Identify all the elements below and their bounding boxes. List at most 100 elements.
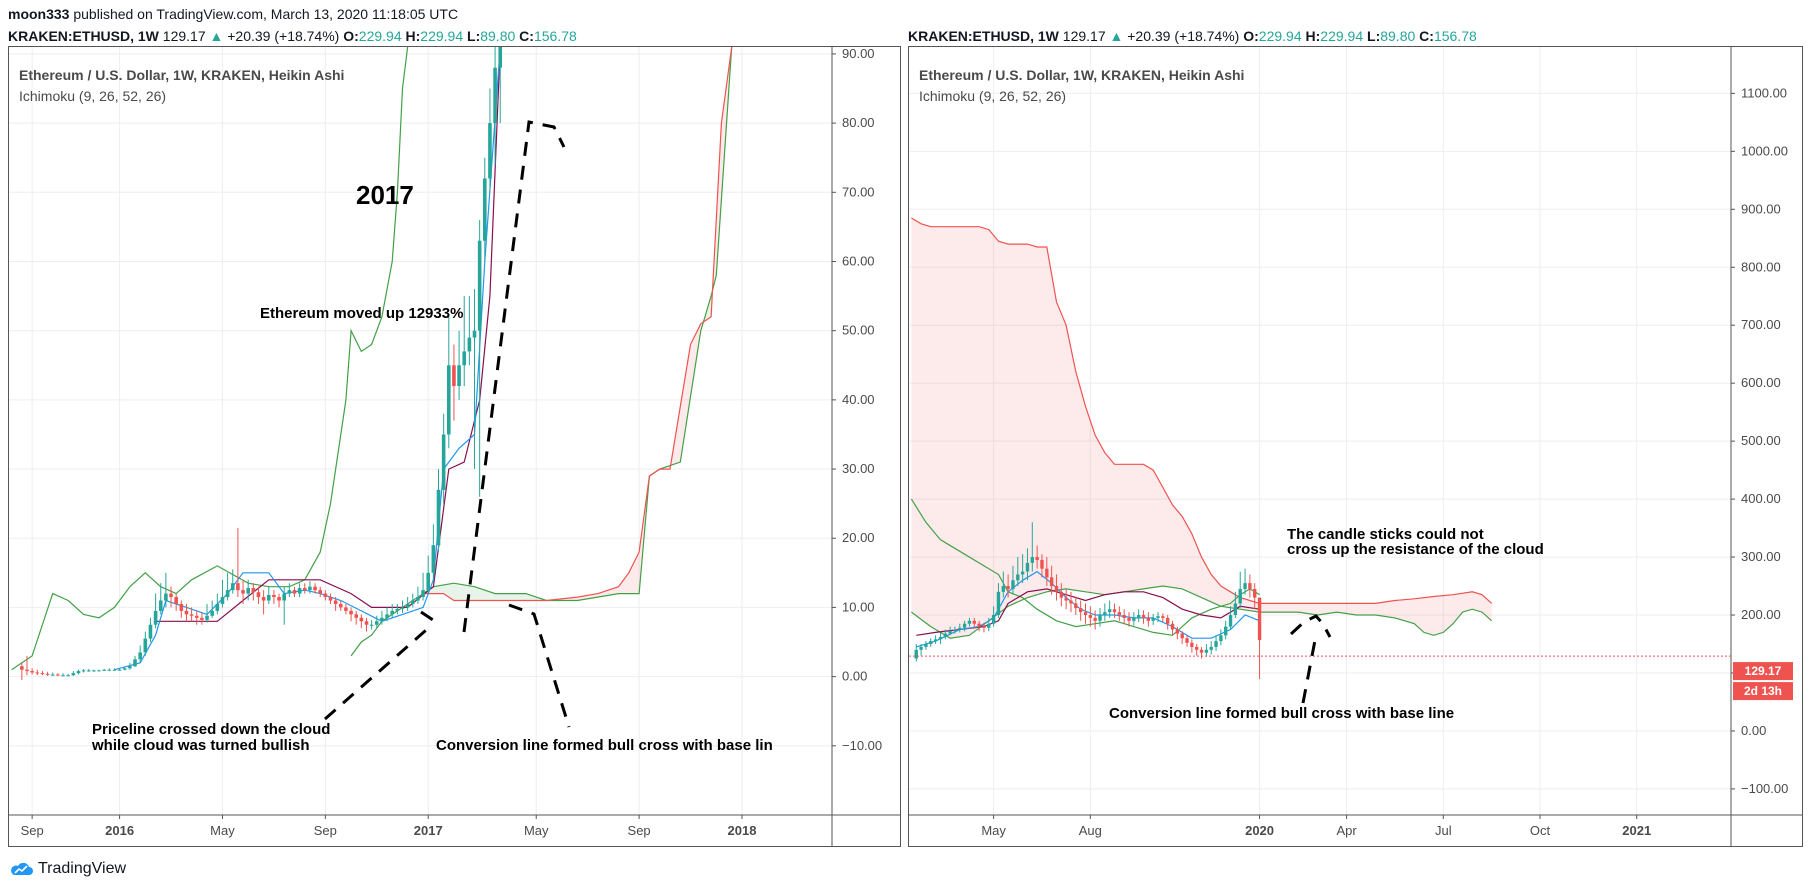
tradingview-cloud-icon <box>11 862 33 875</box>
candle-body <box>380 617 384 622</box>
ichimoku-cloud-segment <box>1336 603 1342 613</box>
candle-body <box>1195 646 1199 650</box>
candle-body <box>1064 597 1068 601</box>
leading-span-a-line <box>350 47 733 657</box>
candle-body <box>1165 617 1170 624</box>
chart-panel-left[interactable]: 90.00 80.00 70.00 60.00 50.00 40.00 30.00 20.00… <box>8 46 901 847</box>
candle-body <box>1006 586 1010 589</box>
ichimoku-cloud-segment <box>1153 470 1158 588</box>
ichimoku-cloud-segment <box>1211 574 1216 605</box>
candle-body <box>1219 635 1223 642</box>
candle-body <box>967 620 972 624</box>
ichimoku-cloud-segment <box>613 586 619 595</box>
candle-body <box>256 592 261 598</box>
candle-body <box>953 629 957 632</box>
ticker-line-left: KRAKEN:ETHUSD, 1W 129.17 ▲ +20.39 (+18.7… <box>8 28 577 44</box>
ichimoku-cloud-segment <box>1298 603 1304 613</box>
ichimoku-cloud-segment <box>974 226 980 632</box>
ichimoku-cloud-segment <box>1409 598 1415 624</box>
chart-panel-right[interactable]: 1100.00 1000.00 900.00 800.00 700.00 600.00 50… <box>908 46 1803 847</box>
candle-body <box>323 593 328 598</box>
annotation-arrow-priceline <box>324 622 434 721</box>
ichimoku-cloud-segment <box>1216 580 1221 607</box>
high-value: 229.94 <box>1320 28 1364 44</box>
candle-body <box>66 675 70 677</box>
ichimoku-cloud-segment <box>1477 593 1482 613</box>
candle-body <box>1243 583 1247 589</box>
ichimoku-cloud-segment <box>1264 603 1270 613</box>
price-tick-label: 1100.00 <box>1741 85 1787 100</box>
tradingview-brand[interactable]: TradingView <box>8 860 126 878</box>
ichimoku-cloud-segment <box>916 220 922 620</box>
ichimoku-cloud-segment <box>618 579 624 594</box>
time-tick-label: Sep <box>21 823 44 838</box>
ichimoku-cloud-segment <box>1114 464 1120 594</box>
candle-body <box>225 590 230 598</box>
ichimoku-cloud-segment <box>520 593 526 601</box>
candle-body <box>1209 646 1213 650</box>
ichimoku-cloud-segment <box>1158 478 1163 587</box>
ichimoku-cloud-segment <box>1129 464 1134 592</box>
ichimoku-cloud-segment <box>495 593 501 601</box>
candle-body <box>112 669 117 671</box>
ichimoku-cloud-segment <box>1003 242 1009 610</box>
ichimoku-cloud-segment <box>479 588 485 601</box>
time-tick-label: 2021 <box>1622 823 1651 838</box>
ichimoku-cloud-segment <box>1206 565 1212 602</box>
candle-body <box>236 583 240 591</box>
candle-body <box>133 659 137 667</box>
time-tick-label: 2020 <box>1245 823 1274 838</box>
lagging-span-line <box>11 47 409 671</box>
low-value: 89.80 <box>1380 28 1416 44</box>
annotation-bull-cross: Conversion line formed bull cross with b… <box>1109 705 1454 722</box>
candle-body <box>943 633 947 638</box>
ichimoku-cloud-segment <box>935 226 941 633</box>
candle-body <box>277 597 281 601</box>
ichimoku-cloud-segment <box>1467 591 1473 611</box>
ichimoku-cloud-segment <box>1453 594 1458 624</box>
ichimoku-cloud-segment <box>448 583 454 601</box>
candle-body <box>472 330 477 338</box>
candle-body <box>1180 633 1184 639</box>
ichimoku-cloud-segment <box>675 406 681 464</box>
ichimoku-cloud-segment <box>1380 602 1386 617</box>
candle-body <box>1074 603 1078 609</box>
candle-body <box>452 365 456 387</box>
up-arrow-icon: ▲ <box>1109 28 1124 44</box>
candle-body <box>421 590 425 598</box>
candle-body <box>1127 617 1131 621</box>
open-value: 229.94 <box>1258 28 1302 44</box>
ichimoku-cloud-segment <box>1201 557 1207 600</box>
ichimoku-cloud-segment <box>1385 601 1391 618</box>
candle-body <box>914 649 918 659</box>
chart-svg-left[interactable]: 90.00 80.00 70.00 60.00 50.00 40.00 30.00 20.00… <box>9 47 901 847</box>
ichimoku-cloud-segment <box>1080 389 1086 592</box>
candle-body <box>148 624 153 639</box>
ichimoku-cloud-segment <box>1177 510 1183 589</box>
candle-body <box>982 626 986 628</box>
time-tick-label: 2016 <box>105 823 134 838</box>
ichimoku-cloud-segment <box>1278 603 1284 613</box>
candle-body <box>929 641 933 645</box>
ichimoku-cloud-segment <box>969 226 975 636</box>
candle-body <box>107 669 112 671</box>
ichimoku-cloud-segment <box>1375 602 1381 616</box>
brand-name: TradingView <box>38 860 127 877</box>
chart-svg-right[interactable]: 1100.00 1000.00 900.00 800.00 700.00 600.00 50… <box>909 47 1803 847</box>
ichimoku-cloud-segment <box>1399 599 1405 621</box>
close-value: 156.78 <box>1433 28 1477 44</box>
candle-body <box>1161 616 1165 618</box>
candle-body <box>1059 591 1064 598</box>
chart-title: Ethereum / U.S. Dollar, 1W, KRAKEN, Heik… <box>19 67 345 83</box>
candle-body <box>431 545 436 573</box>
candle-body <box>996 591 1001 616</box>
ichimoku-cloud-segment <box>1196 545 1202 598</box>
ichimoku-cloud-segment <box>1424 597 1429 634</box>
candle-body <box>1093 617 1097 621</box>
candle-body <box>318 590 322 594</box>
candle-body <box>426 572 431 591</box>
ichimoku-cloud-segment <box>1414 598 1420 629</box>
annotation-gain: Ethereum moved up 12933% <box>260 305 463 322</box>
price-tick-label: −100.00 <box>1741 781 1788 796</box>
candle-body <box>128 666 132 669</box>
